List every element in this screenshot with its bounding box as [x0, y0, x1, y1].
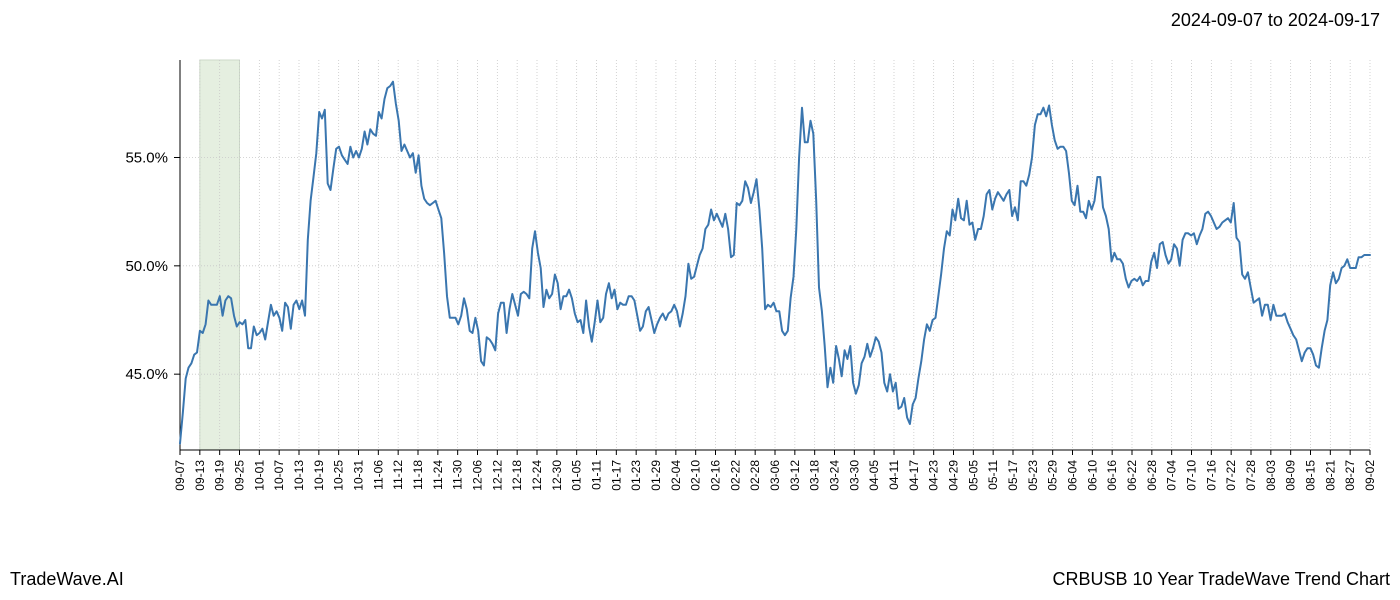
svg-text:05-05: 05-05 [966, 460, 980, 491]
footer-brand: TradeWave.AI [10, 569, 124, 590]
svg-text:06-16: 06-16 [1105, 460, 1119, 491]
svg-text:03-24: 03-24 [828, 460, 842, 491]
svg-text:10-13: 10-13 [292, 460, 306, 491]
svg-text:09-25: 09-25 [233, 460, 247, 491]
svg-text:08-27: 08-27 [1343, 460, 1357, 491]
svg-text:10-31: 10-31 [352, 460, 366, 491]
svg-text:08-09: 08-09 [1284, 460, 1298, 491]
svg-text:05-17: 05-17 [1006, 460, 1020, 491]
svg-text:07-10: 07-10 [1185, 460, 1199, 491]
svg-text:01-17: 01-17 [609, 460, 623, 491]
svg-text:09-02: 09-02 [1363, 460, 1377, 491]
svg-text:02-28: 02-28 [748, 460, 762, 491]
svg-text:05-11: 05-11 [986, 460, 1000, 490]
svg-text:02-22: 02-22 [728, 460, 742, 491]
svg-text:45.0%: 45.0% [125, 366, 168, 383]
svg-text:06-28: 06-28 [1145, 460, 1159, 491]
svg-text:06-04: 06-04 [1066, 460, 1080, 491]
svg-text:12-24: 12-24 [530, 460, 544, 491]
svg-text:01-23: 01-23 [629, 460, 643, 491]
svg-text:05-23: 05-23 [1026, 460, 1040, 491]
svg-text:12-06: 12-06 [471, 460, 485, 491]
footer-chart-title: CRBUSB 10 Year TradeWave Trend Chart [1053, 569, 1391, 590]
svg-text:05-29: 05-29 [1046, 460, 1060, 491]
date-range-label: 2024-09-07 to 2024-09-17 [1171, 10, 1380, 31]
svg-text:10-07: 10-07 [272, 460, 286, 491]
svg-text:11-18: 11-18 [411, 460, 425, 490]
svg-text:10-25: 10-25 [332, 460, 346, 491]
svg-text:03-18: 03-18 [808, 460, 822, 491]
svg-text:07-04: 07-04 [1165, 460, 1179, 491]
svg-text:06-22: 06-22 [1125, 460, 1139, 491]
svg-text:11-06: 11-06 [371, 460, 385, 490]
svg-text:07-28: 07-28 [1244, 460, 1258, 491]
svg-text:04-11: 04-11 [887, 460, 901, 490]
svg-text:11-24: 11-24 [431, 460, 445, 490]
svg-text:12-18: 12-18 [510, 460, 524, 491]
svg-text:02-16: 02-16 [709, 460, 723, 491]
svg-text:07-22: 07-22 [1224, 460, 1238, 491]
svg-text:50.0%: 50.0% [125, 258, 168, 275]
svg-text:01-11: 01-11 [590, 460, 604, 490]
svg-text:08-15: 08-15 [1304, 460, 1318, 491]
svg-text:11-12: 11-12 [391, 460, 405, 490]
svg-text:09-19: 09-19 [213, 460, 227, 491]
svg-text:03-12: 03-12 [788, 460, 802, 491]
svg-text:08-21: 08-21 [1323, 460, 1337, 491]
svg-text:03-06: 03-06 [768, 460, 782, 491]
svg-text:10-01: 10-01 [252, 460, 266, 491]
svg-text:04-17: 04-17 [907, 460, 921, 491]
svg-text:55.0%: 55.0% [125, 150, 168, 167]
svg-text:03-30: 03-30 [847, 460, 861, 491]
svg-text:11-30: 11-30 [451, 460, 465, 490]
svg-text:10-19: 10-19 [312, 460, 326, 491]
trend-chart: 45.0% 50.0% 55.0% 09-07 09-13 09-19 09-25 10-01… [0, 50, 1400, 530]
svg-text:04-29: 04-29 [947, 460, 961, 491]
svg-text:12-30: 12-30 [550, 460, 564, 491]
svg-text:09-13: 09-13 [193, 460, 207, 491]
svg-text:02-10: 02-10 [689, 460, 703, 491]
svg-text:01-05: 01-05 [570, 460, 584, 491]
svg-text:09-07: 09-07 [173, 460, 187, 491]
svg-text:04-05: 04-05 [867, 460, 881, 491]
svg-text:06-10: 06-10 [1085, 460, 1099, 491]
svg-text:07-16: 07-16 [1204, 460, 1218, 491]
svg-text:04-23: 04-23 [927, 460, 941, 491]
svg-text:12-12: 12-12 [490, 460, 504, 491]
svg-text:02-04: 02-04 [669, 460, 683, 491]
chart-svg: 45.0% 50.0% 55.0% 09-07 09-13 09-19 09-25 10-01… [0, 50, 1400, 530]
svg-text:01-29: 01-29 [649, 460, 663, 491]
svg-text:08-03: 08-03 [1264, 460, 1278, 491]
